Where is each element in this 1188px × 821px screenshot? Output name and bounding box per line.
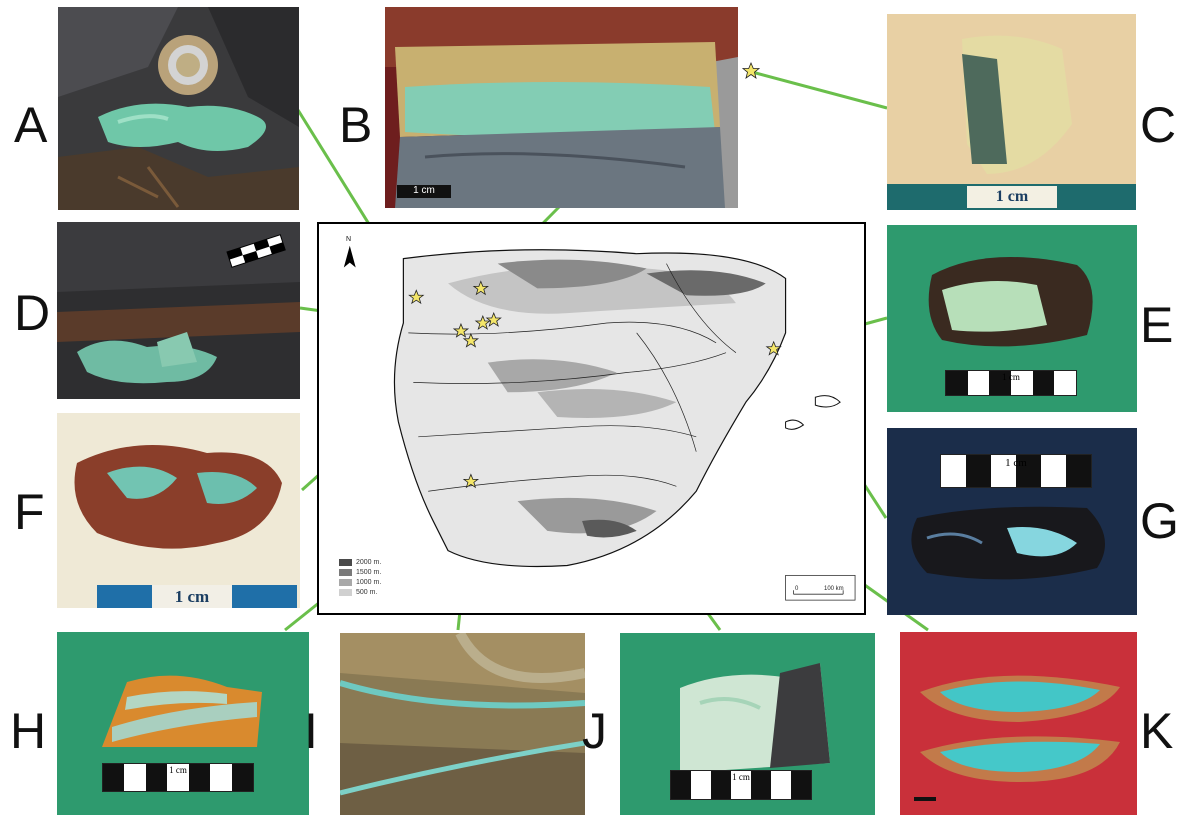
panel-letter-h: H [10, 703, 47, 759]
scale-label-g: 1 cm [1005, 457, 1027, 469]
legend-label-500: 500 m. [356, 589, 378, 596]
panel-letter-d: D [14, 285, 51, 341]
rock-photo-b [385, 7, 738, 208]
scale-label-c: 1 cm [967, 186, 1057, 208]
scale-bar-h: 1 cm [102, 763, 254, 792]
scale-bar-e: 1 cm [945, 370, 1077, 396]
rock-photo-c [887, 14, 1136, 210]
legend-label-2000: 2000 m. [356, 559, 382, 566]
rock-photo-f [57, 413, 300, 608]
panel-letter-i: I [304, 703, 318, 759]
rock-photo-i [340, 633, 585, 815]
scale-label-f: 1 cm [152, 585, 232, 608]
site-star-c [741, 61, 761, 79]
rock-photo-d [57, 222, 300, 399]
photo-panel-f: 1 cm [57, 413, 300, 608]
scale-box [785, 574, 856, 601]
site-star-e [765, 340, 782, 356]
photo-panel-g: 1 cm [887, 428, 1137, 615]
panel-letter-k: K [1140, 703, 1174, 759]
rock-photo-e [887, 225, 1137, 412]
site-star-f [462, 332, 480, 348]
scale-label-h: 1 cm [169, 765, 187, 775]
photo-panel-b: 1 cm [385, 7, 738, 208]
rock-photo-a [58, 7, 299, 210]
panel-letter-a: A [14, 97, 48, 153]
scale-bar-j: 1 cm [670, 770, 812, 800]
panel-letter-g: G [1140, 493, 1179, 549]
panel-letter-j: J [582, 703, 607, 759]
site-star-j [474, 314, 491, 330]
rock-photo-k [900, 632, 1137, 815]
scale-label-e: 1 cm [1002, 372, 1020, 382]
legend-label-1500: 1500 m. [356, 569, 382, 576]
photo-panel-j: 1 cm [620, 633, 875, 815]
north-arrow [343, 245, 356, 268]
legend-label-1000: 1000 m. [356, 579, 382, 586]
panel-letter-e: E [1140, 297, 1174, 353]
scale-label-b: 1 cm [413, 185, 435, 196]
rock-photo-h [57, 632, 309, 815]
iberia-map: N 2000 m. 1500 m. 1000 m. 500 m. 0 100 k… [317, 222, 866, 615]
panel-letter-c: C [1140, 97, 1177, 153]
photo-panel-d [57, 222, 300, 399]
panel-letter-f: F [14, 484, 45, 540]
scale-start-label: 0 [795, 586, 799, 592]
legend-row-1500: 1500 m. [339, 569, 381, 576]
photo-panel-i [340, 633, 585, 815]
panel-letter-b: B [339, 97, 373, 153]
site-star-h [462, 473, 480, 489]
north-label: N [346, 236, 352, 243]
scale-bar-g: 1 cm [940, 454, 1092, 488]
photo-panel-k [900, 632, 1137, 815]
legend-row-1000: 1000 m. [339, 579, 381, 586]
scale-bar-b: 1 cm [397, 185, 451, 198]
site-star-b [472, 280, 489, 296]
rock-photo-g [887, 428, 1137, 615]
photo-panel-e: 1 cm [887, 225, 1137, 412]
legend-row-500: 500 m. [339, 589, 377, 596]
balearic-islands [785, 395, 841, 430]
legend-row-2000: 2000 m. [339, 559, 381, 566]
photo-panel-c: 1 cm [887, 14, 1136, 210]
scale-end-label: 100 km [824, 586, 844, 592]
connector-C [751, 70, 888, 110]
photo-panel-h: 1 cm [57, 632, 309, 815]
site-star-k [485, 312, 502, 327]
photo-panel-a [58, 7, 299, 210]
site-star-a [408, 289, 425, 305]
map-graphic [343, 245, 856, 601]
scale-label-j: 1 cm [732, 772, 750, 782]
site-star-d [452, 322, 470, 338]
